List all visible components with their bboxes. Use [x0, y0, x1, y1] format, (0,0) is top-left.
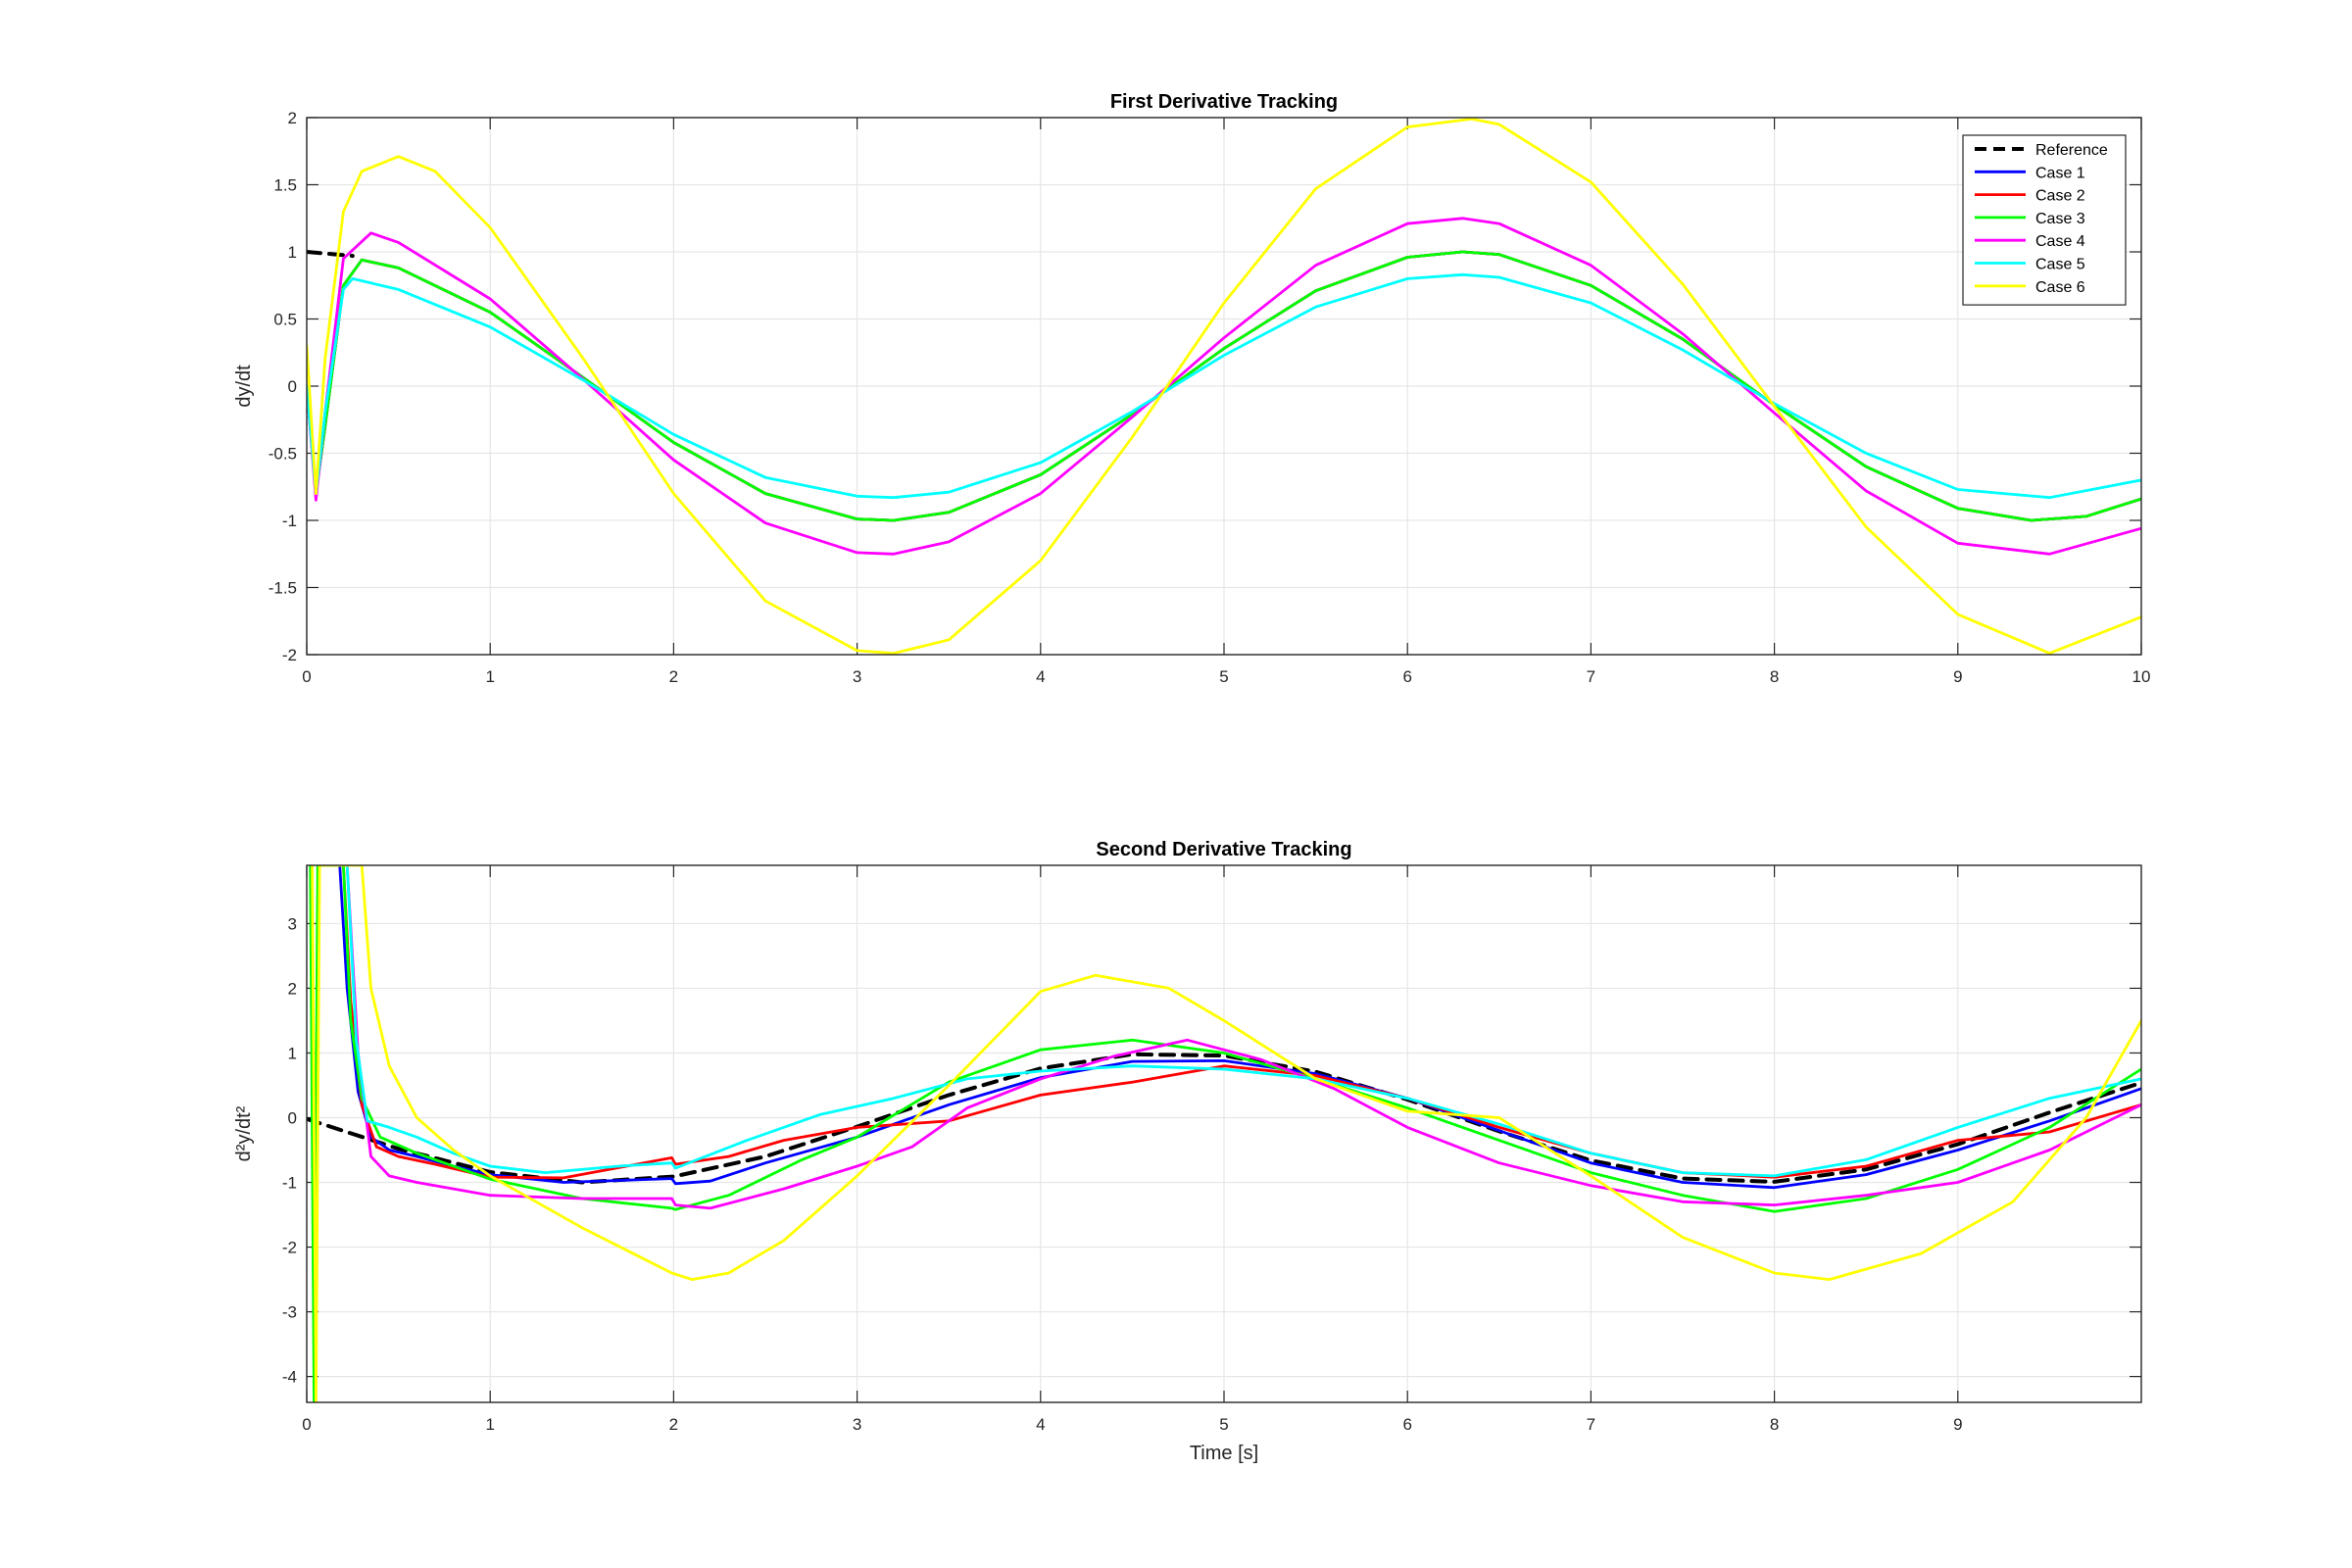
bottom-x-tick-label: 1: [485, 1415, 494, 1434]
top-x-tick-label: 4: [1036, 667, 1045, 686]
legend-label-case-5: Case 5: [2035, 257, 2085, 273]
bottom-series-group: [307, 865, 2141, 1402]
top-series-group: [307, 118, 2141, 655]
bottom-y-tick-label: 1: [288, 1044, 297, 1062]
top-y-tick-label: 0: [288, 377, 297, 396]
bottom-axes-box: [306, 864, 2142, 1403]
legend-label-case-4: Case 4: [2035, 233, 2085, 250]
top-x-tick-label: 2: [669, 667, 678, 686]
top-y-tick-label: -0.5: [269, 445, 297, 464]
top-x-tick-label: 8: [1770, 667, 1779, 686]
top-y-tick-label: 1: [288, 243, 297, 262]
top-x-tick-label: 9: [1953, 667, 1962, 686]
top-y-tick-label: -1: [282, 512, 297, 530]
bottom-x-tick-label: 3: [853, 1415, 861, 1434]
top-x-tick-label: 1: [485, 667, 494, 686]
top-x-tick-label: 10: [2132, 667, 2151, 686]
legend-label-case-2: Case 2: [2035, 188, 2085, 205]
top-x-tick-label: 3: [853, 667, 861, 686]
bottom-x-tick-label: 7: [1587, 1415, 1595, 1434]
bottom-y-tick-label: 0: [288, 1108, 297, 1127]
bottom-y-tick-label: 3: [288, 914, 297, 933]
bottom-y-tick-label: -3: [282, 1303, 297, 1322]
top-y-tick-label: -1.5: [269, 579, 297, 598]
bottom-series-case-4: [345, 865, 2141, 1210]
top-y-tick-label: 2: [288, 109, 297, 127]
bottom-y-tick-label: -2: [282, 1239, 297, 1257]
bottom-x-tick-label: 5: [1219, 1415, 1228, 1434]
bottom-y-tick-label: -4: [282, 1368, 297, 1387]
top-x-tick-label: 6: [1402, 667, 1411, 686]
top-chart-title: First Derivative Tracking: [1110, 91, 1338, 113]
bottom-series-case-5: [345, 865, 2141, 1178]
top-axes-box: [306, 117, 2142, 656]
top-series-case-3: [307, 250, 2141, 522]
bottom-x-axis-label: Time [s]: [1190, 1443, 1258, 1464]
bottom-y-axis-label: d²y/dt²: [233, 1105, 255, 1161]
legend-label-case-1: Case 1: [2035, 165, 2085, 181]
top-series-case-6: [307, 118, 2141, 655]
second-derivative-axes: 0 1 2 3 4 5 6 7 8 9 -4 -3 -2 -1 0 1 2 3 Second Derivative …: [233, 839, 2142, 1464]
bottom-x-tick-label: 0: [302, 1415, 311, 1434]
bottom-series-case-3: [309, 865, 2141, 1402]
bottom-y-tick-label: -1: [282, 1174, 297, 1193]
legend-label-case-6: Case 6: [2035, 279, 2085, 296]
legend-label-reference: Reference: [2035, 142, 2108, 159]
top-x-tick-label: 0: [302, 667, 311, 686]
top-y-tick-label: -2: [282, 646, 297, 664]
top-series-case-5: [307, 272, 2141, 500]
first-derivative-axes: 0 1 2 3 4 5 6 7 8 9 10 -2 -1.5 -1 -0.5 0 0.5 1 1.5 2 First D…: [233, 91, 2150, 686]
bottom-x-tick-label: 2: [669, 1415, 678, 1434]
legend-label-case-3: Case 3: [2035, 211, 2085, 227]
bottom-x-tick-label: 6: [1402, 1415, 1411, 1434]
bottom-x-tick-label: 8: [1770, 1415, 1779, 1434]
top-series-reference: [307, 250, 355, 259]
bottom-x-tick-label: 4: [1036, 1415, 1045, 1434]
bottom-y-tick-label: 2: [288, 979, 297, 998]
top-x-tick-label: 7: [1587, 667, 1595, 686]
bottom-x-tick-label: 9: [1953, 1415, 1962, 1434]
legend-box: [1962, 134, 2127, 306]
top-y-axis-label: dy/dt: [233, 365, 255, 408]
top-y-tick-label: 1.5: [273, 176, 297, 195]
top-y-tick-label: 0.5: [273, 311, 297, 329]
legend: Reference Case 1 Case 2 Case 3 Case 4 Case 5 C…: [1962, 134, 2127, 306]
bottom-series-case-6: [311, 865, 2141, 1402]
top-x-tick-label: 5: [1219, 667, 1228, 686]
bottom-chart-title: Second Derivative Tracking: [1096, 839, 1351, 860]
